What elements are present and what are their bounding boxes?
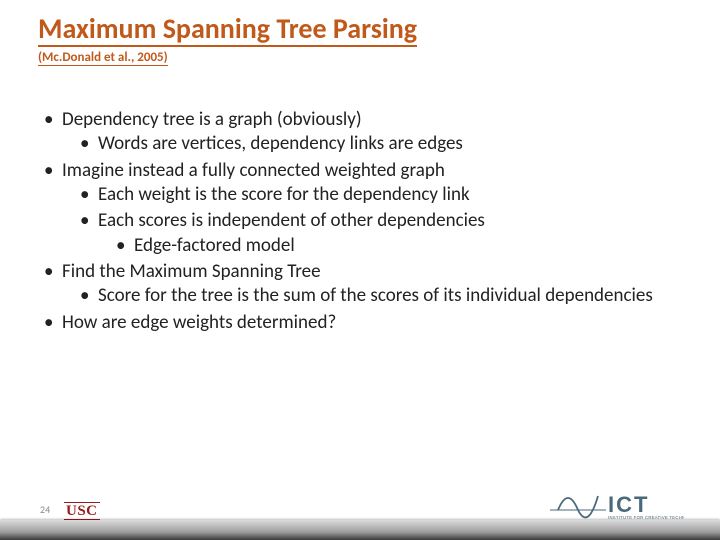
slide-subtitle: (Mc.Donald et al., 2005) (38, 50, 168, 66)
slide-title: Maximum Spanning Tree Parsing (38, 14, 417, 47)
usc-logo-text: USC (64, 502, 100, 520)
list-item: Words are vertices, dependency links are… (74, 132, 682, 156)
bullet-text: Edge-factored model (134, 234, 295, 257)
slide-content: Dependency tree is a graph (obviously) W… (38, 108, 682, 337)
list-item: Each scores is independent of other depe… (74, 209, 682, 258)
page-number: 24 (40, 503, 50, 516)
bullet-list: Dependency tree is a graph (obviously) W… (38, 108, 682, 335)
footer: 24 USC ICT INSTITUTE FOR CREATIVE TECHNO… (0, 494, 720, 540)
bullet-text: Score for the tree is the sum of the sco… (98, 284, 653, 307)
list-item: Imagine instead a fully connected weight… (38, 159, 682, 258)
bullet-text: How are edge weights determined? (62, 311, 336, 334)
ict-wave-icon (558, 496, 598, 517)
list-item: Find the Maximum Spanning Tree Score for… (38, 260, 682, 309)
list-item: Each weight is the score for the depende… (74, 183, 682, 207)
bullet-text: Dependency tree is a graph (obviously) (62, 108, 362, 131)
bullet-text: Find the Maximum Spanning Tree (62, 260, 321, 283)
usc-logo: USC (64, 501, 100, 520)
list-item: How are edge weights determined? (38, 311, 682, 335)
list-item: Edge-factored model (110, 234, 682, 258)
footer-bar (0, 520, 720, 540)
bullet-text: Words are vertices, dependency links are… (98, 132, 463, 155)
list-item: Score for the tree is the sum of the sco… (74, 284, 682, 308)
slide: Maximum Spanning Tree Parsing (Mc.Donald… (0, 0, 720, 540)
bullet-text: Each scores is independent of other depe… (98, 209, 485, 232)
list-item: Dependency tree is a graph (obviously) W… (38, 108, 682, 157)
bullet-text: Each weight is the score for the depende… (98, 183, 470, 206)
ict-logo-text: ICT (608, 492, 649, 517)
bullet-text: Imagine instead a fully connected weight… (62, 159, 445, 182)
